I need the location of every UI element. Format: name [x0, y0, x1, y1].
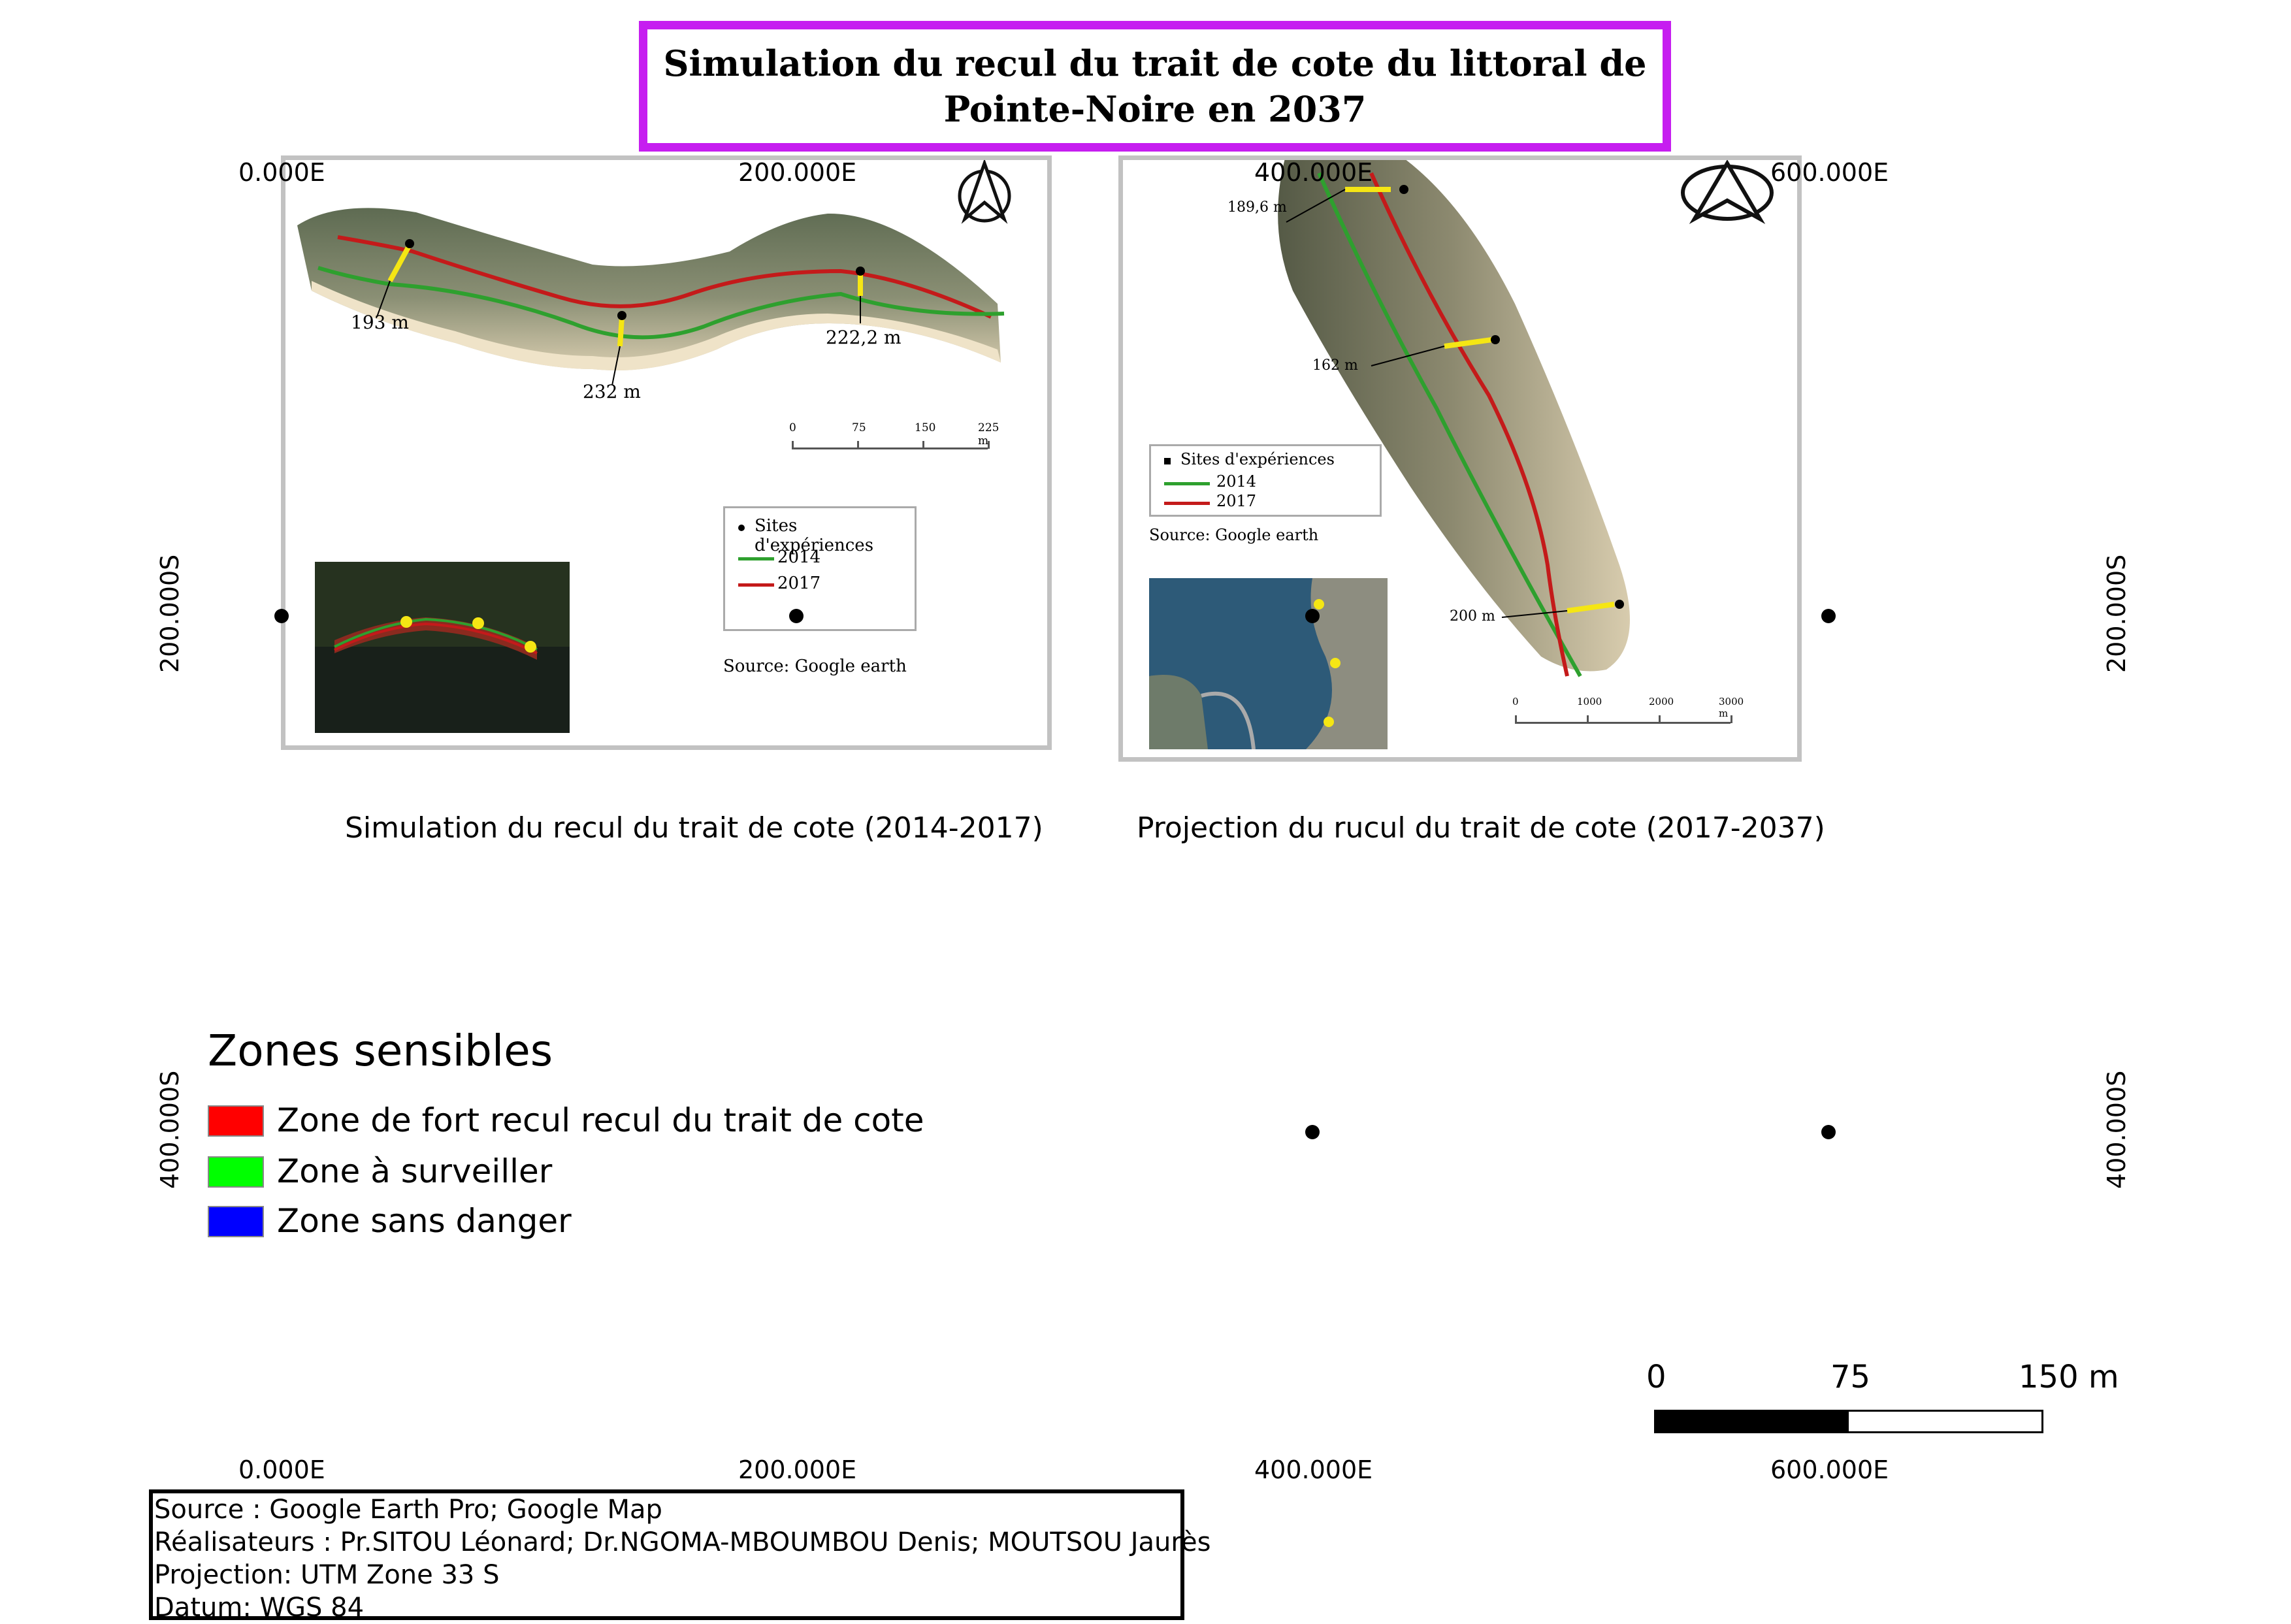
panel-legend-right: Sites d'expériences 2014 2017: [1149, 444, 1382, 517]
legend-swatch-red: [208, 1105, 264, 1137]
measure-segment-2: [1444, 337, 1493, 349]
legend-swatch-green: [208, 1156, 264, 1188]
grid-intersection-dot: [1305, 609, 1320, 623]
shoreline-2014-left: [317, 266, 1005, 340]
grid-label-bottom: 400.000E: [1254, 1455, 1373, 1484]
measurement-label-1: 189,6 m: [1227, 199, 1287, 216]
scale-label: 75: [1830, 1359, 1871, 1395]
measurement-label-3: 222,2 m: [826, 327, 902, 348]
panel-source-left: Source: Google earth: [723, 657, 907, 676]
grid-label-left: 200.000S: [155, 554, 184, 673]
measurement-label-3: 200 m: [1450, 608, 1495, 625]
grid-label-top: 600.000E: [1770, 158, 1889, 187]
coastline-map-right: [1278, 160, 1630, 677]
grid-intersection-dot: [274, 609, 289, 623]
site-marker-3: [1615, 600, 1624, 609]
grid-label-bottom: 200.000E: [738, 1455, 857, 1484]
grid-label-top: 200.000E: [738, 158, 857, 187]
measure-segment-3: [1567, 602, 1615, 613]
inset-overview-left: [315, 562, 570, 733]
measurement-label-2: 162 m: [1312, 357, 1358, 374]
shoreline-2014-right: [1317, 172, 1582, 677]
credits-box: Source : Google Earth Pro; Google Map Ré…: [149, 1489, 1211, 1623]
grid-intersection-dot: [1305, 1125, 1320, 1139]
north-arrow-icon: [958, 160, 1011, 224]
panel-caption-right: Projection du rucul du trait de cote (20…: [1137, 811, 1825, 845]
site-marker-1: [1399, 185, 1408, 194]
map-panel-2017-2037: 189,6 m 162 m 200 m 0 1000 2000 3000 m S…: [1118, 155, 1802, 762]
grid-label-right: 200.000S: [2102, 554, 2131, 673]
panel-scale-label: 75: [852, 421, 866, 434]
legend-item-label: Zone sans danger: [277, 1202, 572, 1240]
scale-label: 0: [1646, 1359, 1666, 1395]
map-title-line2: Pointe-Noire en 2037: [943, 88, 1367, 130]
scale-label: 150 m: [2019, 1359, 2119, 1395]
panel-scale-label: 150: [915, 421, 936, 434]
grid-label-bottom: 0.000E: [238, 1455, 325, 1484]
map-panel-2014-2017: 193 m 232 m 222,2 m 0 75 150 225 m Sites…: [281, 155, 1052, 750]
site-marker-2: [617, 311, 626, 320]
panel-scale-bar-left: 0 75 150 225 m: [789, 421, 999, 461]
legend-sites-label: Sites d'expériences: [1180, 450, 1335, 468]
scale-bar-filled-segment: [1656, 1412, 1849, 1431]
grid-intersection-dot: [1821, 1125, 1836, 1139]
site-marker-1: [405, 239, 414, 248]
panel-scale-label: 225 m: [978, 421, 999, 447]
legend-2014-label: 2014: [1216, 472, 1257, 491]
credits-authors: Réalisateurs : Pr.SITOU Léonard; Dr.NGOM…: [154, 1527, 1211, 1557]
panel-scale-label: 2000: [1649, 696, 1674, 707]
panel-scale-label: 0: [789, 421, 796, 434]
legend-2014-label: 2014: [777, 547, 821, 567]
grid-label-bottom: 600.000E: [1770, 1455, 1889, 1484]
grid-intersection-dot: [789, 609, 804, 623]
panel-source-right: Source: Google earth: [1149, 526, 1319, 544]
beach-left: [312, 281, 1001, 370]
measurement-label-1: 193 m: [351, 312, 409, 333]
credits-projection: Projection: UTM Zone 33 S: [154, 1560, 500, 1590]
grid-label-top: 400.000E: [1254, 158, 1373, 187]
panel-caption-left: Simulation du recul du trait de cote (20…: [345, 811, 1043, 845]
shoreline-2017-left: [337, 235, 992, 319]
grid-intersection-dot: [1821, 609, 1836, 623]
measure-segment-1: [387, 244, 412, 282]
scale-bar: [1654, 1410, 2043, 1433]
credits-datum: Datum: WGS 84: [154, 1593, 365, 1623]
measure-segment-2: [617, 316, 625, 347]
legend-2017-label: 2017: [1216, 492, 1257, 510]
legend-swatch-blue: [208, 1206, 264, 1237]
legend-item-label: Zone de fort recul recul du trait de cot…: [277, 1101, 924, 1139]
map-title-line1: Simulation du recul du trait de cote du …: [663, 42, 1647, 84]
grid-label-right: 400.000S: [2102, 1070, 2131, 1189]
inset-overview-right: [1149, 578, 1388, 749]
panel-scale-label: 1000: [1577, 696, 1602, 707]
grid-label-left: 400.000S: [155, 1070, 184, 1189]
legend-2017-label: 2017: [777, 574, 821, 593]
site-marker-3: [856, 267, 865, 276]
shoreline-2017-right: [1369, 172, 1569, 677]
north-arrow-icon: [1681, 160, 1774, 225]
site-marker-2: [1491, 335, 1500, 344]
legend-item-label: Zone à surveiller: [277, 1152, 553, 1190]
panel-legend-left: Sites d'expériences 2014 2017: [723, 506, 917, 631]
panel-scale-bar-right: 0 1000 2000 3000 m: [1512, 696, 1744, 735]
measurement-label-2: 232 m: [583, 381, 641, 402]
legend-sites-label: Sites d'expériences: [755, 516, 874, 555]
grid-label-top: 0.000E: [238, 158, 325, 187]
panel-scale-label: 3000 m: [1719, 696, 1744, 719]
credits-source: Source : Google Earth Pro; Google Map: [154, 1495, 662, 1525]
panel-scale-label: 0: [1512, 696, 1519, 707]
coastal-strip-left: [297, 208, 1001, 370]
legend-title: Zones sensibles: [208, 1026, 553, 1076]
map-title: Simulation du recul du trait de cote du …: [639, 21, 1671, 152]
coastline-map-left: [297, 208, 1005, 386]
